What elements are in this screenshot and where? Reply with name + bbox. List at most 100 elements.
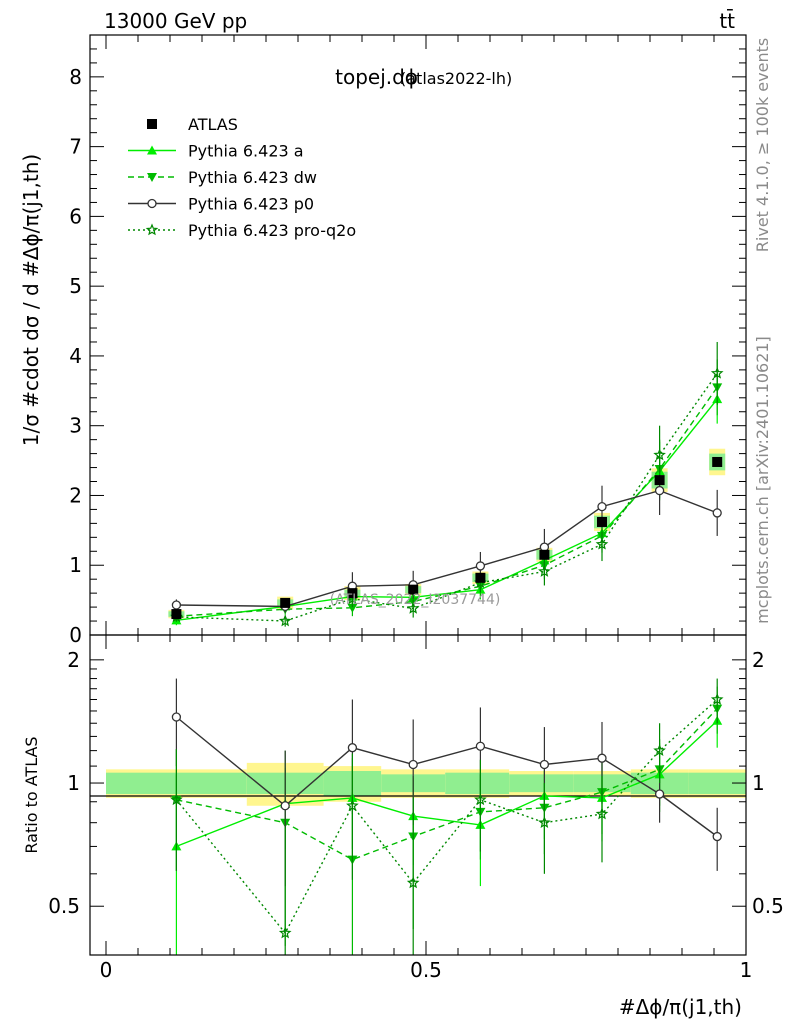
data-point: [171, 600, 182, 610]
atlas-data-point: [654, 475, 665, 486]
ratio-data-point: [406, 876, 420, 889]
rivet-side-label: Rivet 4.1.0, ≥ 100k events: [753, 38, 772, 252]
ratio-data-point: [539, 759, 550, 770]
legend-entry: ATLAS: [147, 115, 238, 134]
atlas-data-point: [347, 588, 358, 599]
y-tick-label: 5: [69, 274, 82, 298]
data-point: [278, 614, 292, 627]
y-tick-label: 4: [69, 344, 82, 368]
plot-subtitle: (atlas2022-lh): [400, 69, 512, 88]
y-tick-label: 1: [69, 553, 82, 577]
legend-entry: Pythia 6.423 p0: [128, 195, 314, 214]
ratio-y-tick-label: 0.5: [48, 894, 80, 918]
ratio-frame: [89, 634, 747, 956]
ratio-data-point: [654, 789, 665, 799]
atlas-data-point: [280, 597, 291, 608]
ratio-ylabel: Ratio to ATLAS: [22, 736, 41, 853]
legend-marker: [145, 223, 159, 236]
ratio-data-point: [474, 793, 487, 806]
atlas-data-point: [712, 456, 723, 467]
ratio-series-pythia-6-423-pro-q2o: [170, 678, 724, 955]
data-point: [653, 448, 666, 461]
mcplots-side-label: mcplots.cern.ch [arXiv:2401.10621]: [753, 336, 772, 624]
ratio-band-inner: [509, 774, 574, 793]
y-tick-label: 8: [69, 65, 82, 89]
ratio-data-point: [597, 753, 607, 763]
y-tick-label: 0: [69, 623, 82, 647]
ratio-band-inner: [445, 772, 510, 795]
legend-marker: [147, 173, 157, 182]
series-atlas: [171, 456, 723, 620]
ratio-y-tick-label-right: 1: [752, 771, 765, 795]
ratio-data-point: [170, 793, 183, 806]
legend-entry: Pythia 6.423 dw: [128, 168, 317, 187]
x-tick-label: 1: [740, 958, 753, 982]
data-point: [406, 601, 420, 614]
ratio-panel: 0.5 0.5 1 1 2 2 0 0.5 1: [48, 634, 784, 982]
legend-label: Pythia 6.423 dw: [188, 168, 317, 187]
ratio-data-point: [347, 743, 358, 753]
y-tick-label: 7: [69, 135, 82, 159]
main-ylabel: 1/σ #cdot dσ / d #Δϕ/π(j1,th): [19, 154, 43, 446]
ratio-axis-ticks: 0.5 0.5 1 1 2 2 0 0.5 1: [48, 635, 784, 982]
ratio-series-pythia-6-423-a: [171, 697, 723, 955]
legend-label: Pythia 6.423 a: [188, 142, 304, 161]
data-point: [538, 564, 551, 577]
ratio-data-point: [171, 712, 182, 722]
legend-marker: [147, 145, 157, 155]
series-pythia-6-423-p0: [171, 466, 722, 613]
data-point: [712, 508, 722, 518]
ratio-data-point: [653, 744, 666, 756]
data-point: [597, 501, 607, 512]
ratio-y-tick-label: 1: [67, 771, 80, 795]
ratio-data-point: [278, 926, 292, 939]
data-point: [347, 603, 358, 613]
legend: ATLAS Pythia 6.423 a Pythia 6.423 dw Pythia…: [128, 115, 356, 240]
plot-title: topej.dϕ: [335, 65, 418, 89]
data-point: [595, 537, 609, 550]
main-series-layer: [170, 341, 724, 627]
series-pythia-6-423-dw: [171, 359, 723, 622]
beam-label: 13000 GeV pp: [104, 9, 247, 33]
process-label: tt̄: [719, 8, 735, 33]
legend-entry: Pythia 6.423 a: [128, 142, 304, 161]
ratio-uncertainty-bands: [106, 762, 746, 806]
ratio-data-point: [280, 801, 290, 811]
ratio-band-inner: [688, 772, 746, 795]
ratio-data-point: [710, 692, 724, 705]
legend-label: ATLAS: [188, 115, 238, 134]
atlas-data-point: [408, 584, 419, 595]
series-line: [176, 386, 718, 617]
ratio-data-point: [712, 831, 722, 842]
ratio-y-tick-label: 2: [67, 648, 80, 672]
legend-entry: Pythia 6.423 pro-q2o: [128, 221, 356, 240]
ratio-y-tick-label-right: 0.5: [752, 894, 784, 918]
ratio-series-layer: [170, 678, 724, 955]
y-tick-label: 6: [69, 204, 82, 228]
series-line: [176, 489, 718, 608]
x-tick-label: 0.5: [410, 958, 442, 982]
plot-title-text: topej.dϕ: [335, 65, 418, 89]
data-point: [654, 485, 665, 496]
legend-marker: [147, 198, 157, 209]
atlas-data-point: [597, 516, 607, 527]
ratio-data-point: [408, 759, 418, 770]
y-tick-label: 2: [69, 483, 82, 507]
series-pythia-6-423-pro-q2o: [170, 341, 724, 627]
legend-label: Pythia 6.423 p0: [188, 195, 314, 214]
y-tick-label: 3: [69, 414, 82, 438]
ratio-data-point: [346, 799, 359, 812]
legend-marker: [147, 119, 157, 129]
ratio-data-point: [538, 816, 551, 828]
series-line: [176, 398, 718, 621]
legend-label: Pythia 6.423 pro-q2o: [188, 221, 356, 240]
x-tick-label: 0: [100, 958, 113, 982]
series-pythia-6-423-a: [171, 374, 723, 626]
main-panel: 0 1 2 3 4 5 6 7 8: [69, 34, 747, 647]
data-point: [475, 561, 486, 571]
ratio-data-point: [595, 807, 609, 820]
atlas-data-point: [475, 572, 486, 583]
analysis-watermark: (ATLAS_2022_I2037744): [330, 592, 501, 608]
atlas-data-point: [171, 609, 182, 620]
